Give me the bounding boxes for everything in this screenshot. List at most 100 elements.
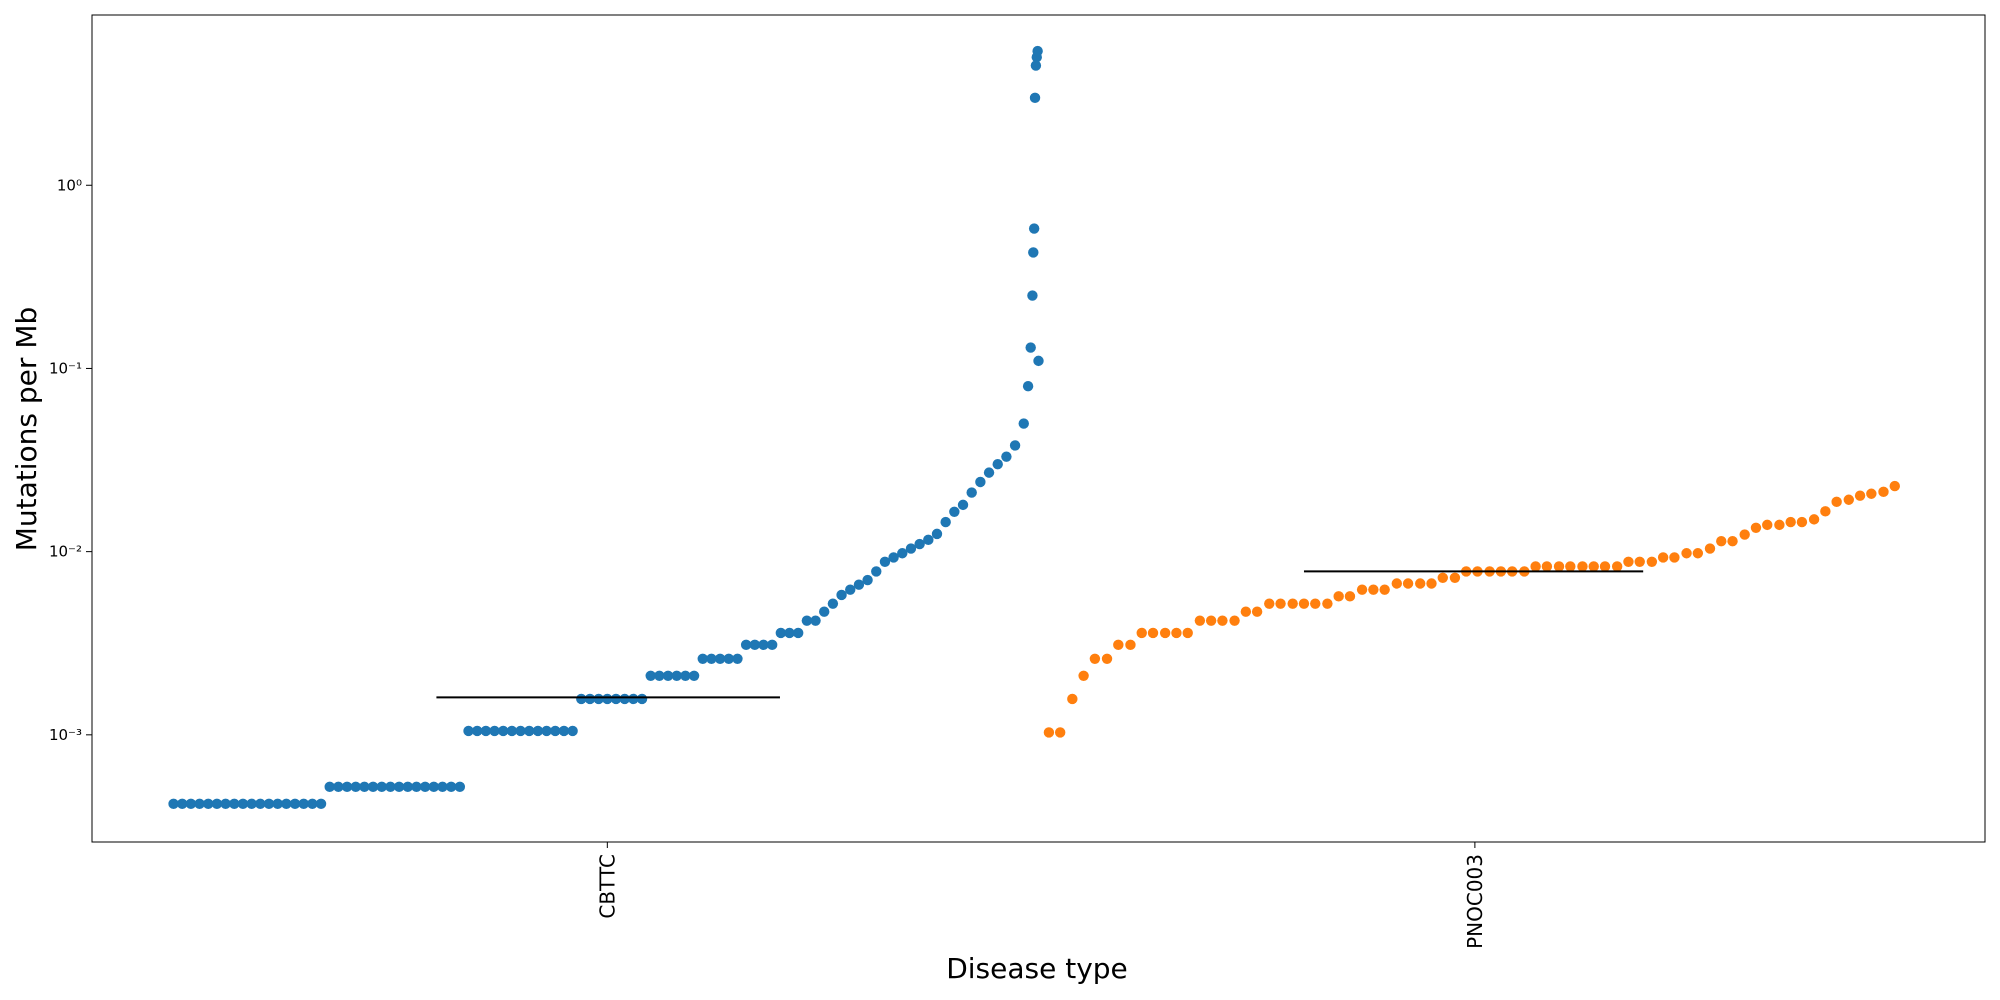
- point: [229, 798, 240, 810]
- point: [1028, 223, 1040, 234]
- point: [992, 459, 1003, 470]
- x-axis-label: Disease type: [946, 952, 1128, 985]
- point: [827, 598, 839, 609]
- point: [1240, 606, 1252, 617]
- point: [897, 548, 908, 559]
- point: [1739, 529, 1750, 540]
- y-axis-label: Mutations per Mb: [10, 307, 43, 552]
- x-tick-label: PNOC003: [1463, 854, 1487, 949]
- point: [558, 725, 570, 737]
- point: [775, 627, 787, 639]
- point: [1009, 440, 1021, 451]
- point: [532, 725, 544, 737]
- point: [1831, 496, 1842, 508]
- point: [1541, 561, 1553, 572]
- point: [419, 781, 431, 793]
- point: [853, 579, 865, 590]
- point: [1030, 60, 1042, 71]
- point: [1785, 516, 1796, 528]
- point: [333, 781, 344, 793]
- point: [983, 467, 995, 478]
- point: [393, 781, 405, 793]
- point: [1426, 578, 1437, 589]
- point: [602, 693, 613, 705]
- point: [298, 798, 309, 810]
- point: [688, 670, 700, 682]
- point: [1774, 519, 1785, 531]
- point: [1878, 486, 1889, 498]
- point: [1089, 653, 1101, 665]
- point: [680, 670, 691, 682]
- point: [471, 725, 483, 737]
- plot-frame: [91, 14, 1986, 843]
- point: [1298, 598, 1310, 609]
- point: [1113, 639, 1124, 651]
- point: [1843, 494, 1854, 505]
- point: [1078, 670, 1089, 682]
- point: [263, 798, 275, 810]
- point: [1125, 639, 1136, 651]
- point: [341, 781, 353, 793]
- point: [1287, 598, 1298, 609]
- point: [1762, 519, 1773, 531]
- y-tick-label: 10⁻³: [49, 726, 82, 744]
- point: [1032, 45, 1043, 57]
- point: [584, 693, 596, 705]
- point: [1716, 536, 1727, 547]
- point: [367, 781, 379, 793]
- point: [411, 781, 422, 793]
- point: [697, 653, 708, 665]
- point: [1577, 561, 1588, 572]
- point: [1194, 615, 1206, 626]
- point: [1657, 552, 1669, 563]
- point: [1565, 561, 1576, 572]
- point: [1623, 556, 1634, 568]
- point: [463, 725, 474, 737]
- point: [203, 798, 214, 810]
- point: [1415, 578, 1426, 589]
- point: [914, 538, 925, 550]
- point: [940, 516, 951, 528]
- point: [385, 781, 396, 793]
- point: [220, 798, 231, 810]
- point: [1646, 556, 1658, 568]
- point: [1669, 552, 1680, 563]
- point: [1866, 488, 1877, 499]
- point: [454, 781, 466, 793]
- point: [1854, 490, 1866, 501]
- point: [1025, 342, 1036, 353]
- point: [1028, 247, 1039, 258]
- point: [1692, 548, 1704, 559]
- point: [1229, 615, 1240, 626]
- point: [211, 798, 223, 810]
- point: [1530, 561, 1541, 572]
- point: [1356, 584, 1368, 595]
- point: [1634, 556, 1645, 568]
- point: [177, 798, 188, 810]
- point: [888, 552, 899, 563]
- point: [593, 693, 604, 705]
- point: [949, 506, 960, 517]
- point: [1727, 536, 1738, 547]
- point: [515, 725, 526, 737]
- point: [567, 725, 578, 737]
- point: [550, 725, 561, 737]
- point: [541, 725, 552, 737]
- point: [645, 670, 656, 682]
- point: [931, 528, 943, 540]
- point: [1205, 615, 1217, 626]
- point: [445, 781, 457, 793]
- point: [1018, 418, 1029, 429]
- point: [836, 589, 847, 601]
- point: [1310, 598, 1321, 609]
- point: [1136, 627, 1147, 639]
- point: [619, 693, 630, 705]
- point: [402, 781, 413, 793]
- point: [1588, 561, 1599, 572]
- point: [732, 653, 743, 665]
- y-tick-label: 10⁰: [57, 176, 82, 194]
- point: [1750, 522, 1762, 533]
- point: [862, 574, 873, 586]
